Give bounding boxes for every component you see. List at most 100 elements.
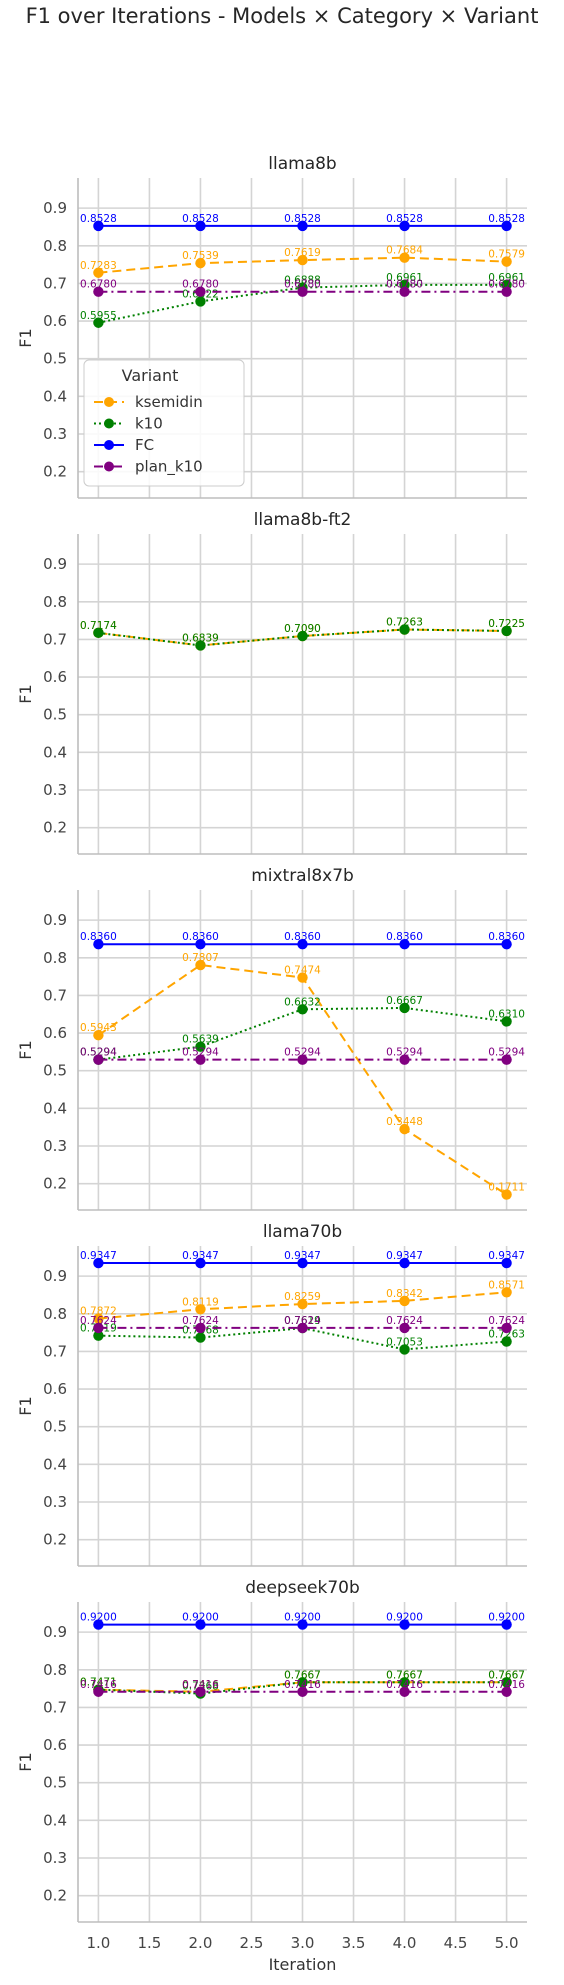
y-tick-label: 0.3 xyxy=(43,781,67,799)
data-point-ksemidin xyxy=(297,254,308,266)
x-tick-label: 4.5 xyxy=(444,1934,468,1952)
y-tick-label: 0.2 xyxy=(43,1175,67,1193)
panel-title: mixtral8x7b xyxy=(251,866,354,886)
data-point-k10 xyxy=(195,296,206,307)
data-label-ksemidin: 0.7174 xyxy=(80,620,117,632)
y-tick-label: 0.6 xyxy=(43,668,67,686)
x-tick-label: 3.5 xyxy=(342,1934,366,1952)
y-tick-label: 0.6 xyxy=(43,312,67,330)
y-tick-label: 0.8 xyxy=(43,1305,67,1323)
data-point-ksemidin xyxy=(93,1313,104,1324)
chart-title: F1 over Iterations - Models × Category ×… xyxy=(25,4,539,28)
data-label-plan_k10: 0.5294 xyxy=(80,1047,117,1059)
data-label-FC: 0.9200 xyxy=(80,1612,117,1624)
data-point-FC xyxy=(297,220,308,232)
data-label-ksemidin: 0.7416 xyxy=(182,1679,219,1691)
data-label-k10: 0.6961 xyxy=(386,272,423,284)
x-tick-label: 2.0 xyxy=(189,1934,213,1952)
panel-llama8b: llama8b 0.2 0.3 0.4 0.5 0.6 0.7 0.8 0.9 F1 0.7283 0… xyxy=(16,154,527,499)
data-label-ksemidin: 0.8259 xyxy=(284,1291,321,1303)
data-label-k10: 0.7263 xyxy=(386,617,423,629)
data-label-ksemidin: 0.7579 xyxy=(488,249,525,261)
data-point-FC xyxy=(297,1257,308,1269)
data-label-plan_k10: 0.6780 xyxy=(386,279,423,291)
data-label-k10: 0.7619 xyxy=(284,1315,321,1327)
y-axis-label: F1 xyxy=(16,328,35,347)
y-tick-label: 0.5 xyxy=(43,706,67,724)
legend: Variant ksemidin k10 FC plan_k10 xyxy=(83,359,245,487)
data-point-ksemidin xyxy=(501,1287,512,1298)
data-label-plan_k10: 0.5294 xyxy=(284,1047,321,1059)
data-point-plan_k10 xyxy=(93,1686,104,1697)
panel-title: deepseek70b xyxy=(245,1578,360,1598)
data-point-k10 xyxy=(501,1016,512,1027)
data-point-k10 xyxy=(297,1677,308,1688)
data-label-k10: 0.7090 xyxy=(284,623,321,635)
data-label-ksemidin: 0.8571 xyxy=(488,1279,525,1291)
panel-mixtral8x7b: mixtral8x7b 0.2 0.3 0.4 0.5 0.6 0.7 0.8 0.9 F1 0.5… xyxy=(16,866,527,1211)
y-axis-label: F1 xyxy=(16,1396,35,1415)
y-tick-label: 0.3 xyxy=(43,425,67,443)
data-point-ksemidin xyxy=(195,257,206,269)
data-point-plan_k10 xyxy=(501,1322,512,1334)
data-point-k10 xyxy=(195,640,206,651)
data-point-FC xyxy=(399,1619,410,1630)
y-tick-label: 0.4 xyxy=(43,1455,67,1473)
data-point-k10 xyxy=(501,625,512,637)
x-tick-label: 1.0 xyxy=(86,1934,110,1952)
data-point-plan_k10 xyxy=(297,1322,308,1334)
data-point-plan_k10 xyxy=(501,1054,512,1065)
data-label-ksemidin: 0.7471 xyxy=(80,1677,117,1689)
data-point-plan_k10 xyxy=(297,1054,308,1065)
data-label-k10: 0.6632 xyxy=(284,996,321,1008)
data-point-FC xyxy=(93,939,104,950)
legend-swatch-marker-k10 xyxy=(104,418,114,429)
data-label-k10: 0.6839 xyxy=(182,632,219,644)
data-label-k10: 0.7174 xyxy=(80,620,117,632)
y-tick-label: 0.7 xyxy=(43,274,67,292)
y-tick-label: 0.8 xyxy=(43,1661,67,1679)
data-label-k10: 0.7667 xyxy=(386,1669,423,1681)
data-point-k10 xyxy=(399,624,410,635)
x-tick-label: 2.5 xyxy=(240,1934,264,1952)
y-tick-label: 0.6 xyxy=(43,1024,67,1042)
data-label-ksemidin: 0.7474 xyxy=(284,965,321,977)
legend-entry-ksemidin: ksemidin xyxy=(135,393,203,411)
data-point-ksemidin xyxy=(93,1030,104,1041)
data-point-FC xyxy=(297,1619,308,1630)
data-label-k10: 0.7263 xyxy=(488,1329,525,1341)
data-label-plan_k10: 0.7416 xyxy=(182,1679,219,1691)
data-label-plan_k10: 0.7416 xyxy=(488,1679,525,1691)
data-point-FC xyxy=(399,220,410,232)
data-point-plan_k10 xyxy=(297,286,308,297)
y-tick-label: 0.9 xyxy=(43,199,67,217)
x-tick-label: 4.0 xyxy=(393,1934,417,1952)
data-point-FC xyxy=(501,939,512,950)
data-label-plan_k10: 0.7624 xyxy=(488,1315,525,1327)
data-point-ksemidin xyxy=(399,252,410,263)
data-label-ksemidin: 0.7667 xyxy=(284,1669,321,1681)
data-point-FC xyxy=(93,1257,104,1269)
y-tick-label: 0.9 xyxy=(43,911,67,929)
y-tick-label: 0.3 xyxy=(43,1849,67,1867)
panel-llama8b-ft2: llama8b-ft2 0.2 0.3 0.4 0.5 0.6 0.7 0.8 0.9 F1 0.7… xyxy=(16,510,527,855)
data-label-FC: 0.8360 xyxy=(80,931,117,943)
legend-title: Variant xyxy=(122,366,179,385)
data-label-FC: 0.9200 xyxy=(488,1612,525,1624)
panel-deepseek70b: deepseek70b 0.2 0.3 0.4 0.5 0.6 0.7 0.8 0.9 F1 0.7… xyxy=(16,1578,527,1974)
data-label-FC: 0.9347 xyxy=(182,1250,219,1262)
data-label-FC: 0.8528 xyxy=(284,213,321,225)
data-point-FC xyxy=(195,939,206,950)
legend-entry-k10: k10 xyxy=(135,415,163,433)
data-label-k10: 0.7667 xyxy=(488,1669,525,1681)
data-label-k10: 0.5639 xyxy=(182,1034,219,1046)
y-tick-label: 0.5 xyxy=(43,1774,67,1792)
y-tick-label: 0.7 xyxy=(43,986,67,1004)
data-label-FC: 0.8360 xyxy=(386,931,423,943)
y-tick-label: 0.4 xyxy=(43,1099,67,1117)
data-label-plan_k10: 0.6780 xyxy=(80,279,117,291)
data-label-k10: 0.7053 xyxy=(386,1336,423,1348)
data-point-FC xyxy=(399,939,410,950)
y-axis-label: F1 xyxy=(16,1040,35,1059)
data-label-plan_k10: 0.6780 xyxy=(284,279,321,291)
